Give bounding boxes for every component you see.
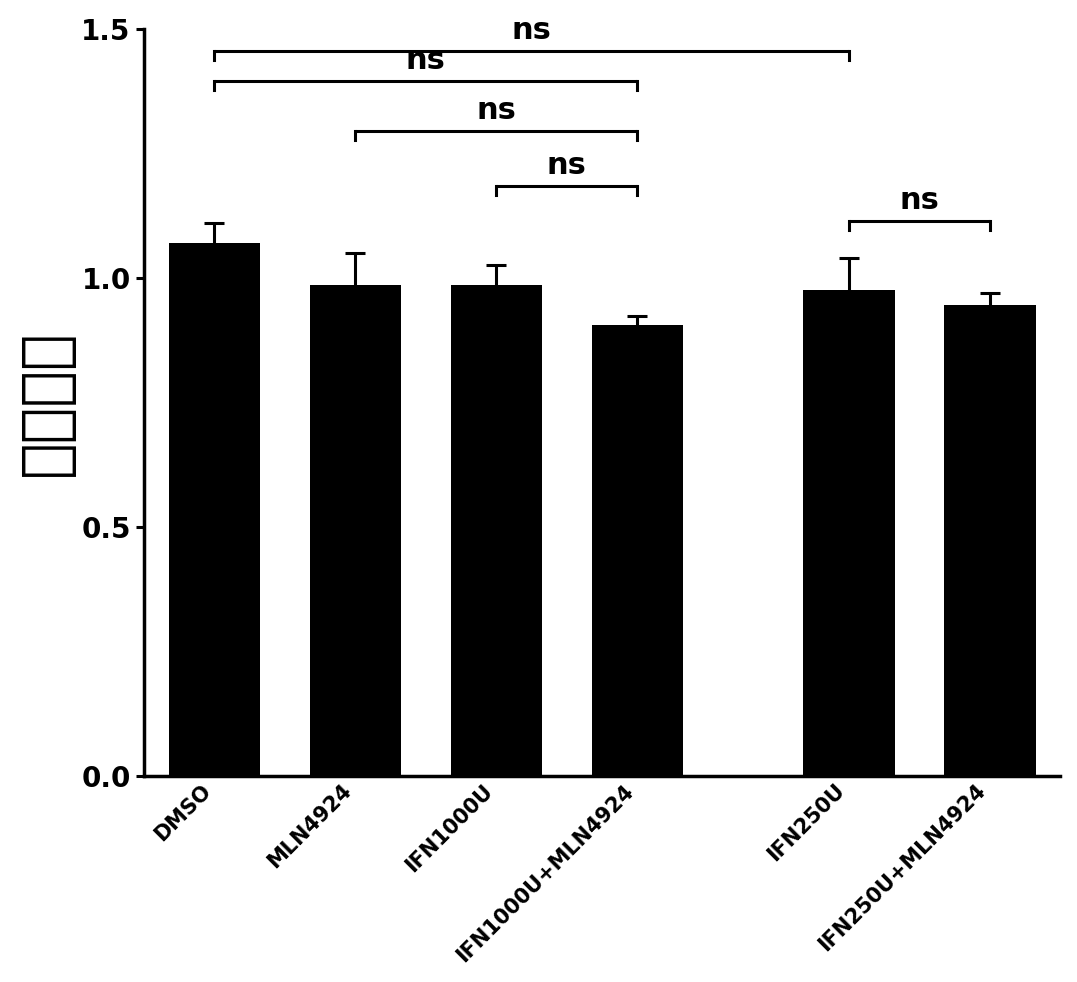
Bar [450, 286, 542, 776]
Text: ns: ns [406, 46, 446, 76]
Y-axis label: 细胞活力: 细胞活力 [16, 329, 75, 475]
Bar [803, 291, 895, 776]
Text: ns: ns [476, 96, 516, 125]
Text: ns: ns [899, 186, 939, 215]
Text: ns: ns [547, 151, 587, 180]
Bar [309, 286, 402, 776]
Bar [591, 325, 683, 776]
Bar [945, 305, 1036, 776]
Text: ns: ns [512, 17, 551, 45]
Bar [169, 244, 261, 776]
